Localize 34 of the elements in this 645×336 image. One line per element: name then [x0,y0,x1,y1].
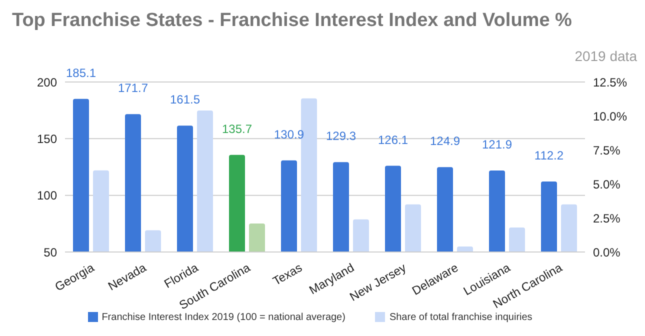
bar [197,110,213,252]
data-label: 185.1 [66,66,96,80]
y2-tick-label: 5.0% [593,177,621,192]
bar [509,228,525,252]
data-label: 124.9 [430,134,460,148]
y2-tick-label: 0.0% [593,245,621,260]
bar [561,204,577,252]
bar [405,204,421,252]
x-tick-label: Texas [270,260,304,288]
legend-label: Share of total franchise inquiries [389,312,532,323]
y2-tick-label: 12.5% [593,75,628,90]
bar [249,223,265,252]
y-tick-label: 200 [36,75,58,90]
data-label: 121.9 [482,138,512,152]
y-tick-label: 50 [44,245,58,260]
bar [457,246,473,252]
y2-tick-label: 2.5% [593,211,621,226]
data-label: 135.7 [222,122,252,136]
legend-label: Franchise Interest Index 2019 (100 = national average) [102,312,346,323]
bar [93,170,109,252]
data-label: 126.1 [378,132,408,147]
data-label: 161.5 [170,92,200,107]
data-label: 129.3 [326,129,356,144]
y-tick-label: 150 [36,132,58,146]
chart-title: Top Franchise States - Franchise Interest Index and Volume % [12,10,572,32]
bar [353,219,369,252]
bar [145,230,161,252]
data-label: 130.9 [274,127,304,142]
chart-subtitle: 2019 data [574,48,637,64]
y2-tick-label: 7.5% [593,143,621,158]
data-label: 171.7 [118,81,148,96]
data-label: 112.2 [534,148,564,163]
y2-tick-label: 10.0% [593,109,628,124]
y-tick-label: 100 [36,188,58,203]
